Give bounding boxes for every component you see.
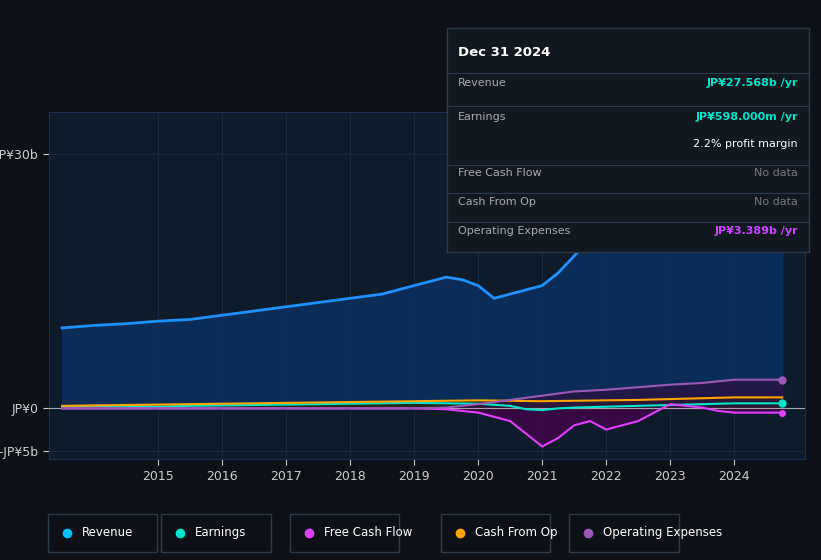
- Text: Operating Expenses: Operating Expenses: [603, 526, 722, 539]
- Text: Earnings: Earnings: [195, 526, 246, 539]
- Text: Free Cash Flow: Free Cash Flow: [323, 526, 412, 539]
- Text: JP¥27.568b /yr: JP¥27.568b /yr: [706, 78, 798, 88]
- Text: Operating Expenses: Operating Expenses: [458, 226, 571, 236]
- Text: Free Cash Flow: Free Cash Flow: [458, 168, 542, 178]
- Text: No data: No data: [754, 197, 798, 207]
- Text: JP¥3.389b /yr: JP¥3.389b /yr: [714, 226, 798, 236]
- Text: Earnings: Earnings: [458, 112, 507, 122]
- Text: Dec 31 2024: Dec 31 2024: [458, 46, 551, 59]
- Text: 2.2% profit margin: 2.2% profit margin: [693, 139, 798, 149]
- Text: No data: No data: [754, 168, 798, 178]
- Text: Cash From Op: Cash From Op: [458, 197, 536, 207]
- Text: Revenue: Revenue: [458, 78, 507, 88]
- Text: Revenue: Revenue: [82, 526, 133, 539]
- Text: JP¥598.000m /yr: JP¥598.000m /yr: [695, 112, 798, 122]
- Text: Cash From Op: Cash From Op: [475, 526, 557, 539]
